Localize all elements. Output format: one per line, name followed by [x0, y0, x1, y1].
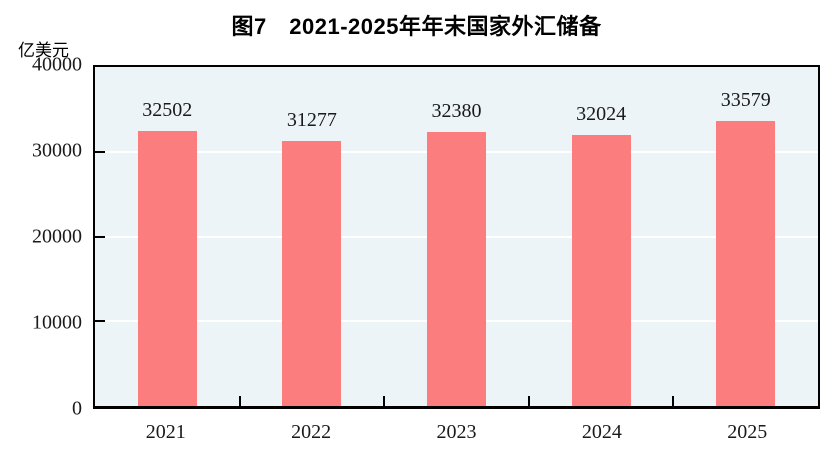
- bar-group: 33579: [716, 89, 776, 406]
- x-axis-category-label: 2024: [581, 421, 622, 443]
- bar-group: 32380: [427, 100, 486, 406]
- y-axis-tick-mark: [95, 150, 105, 153]
- bar-value-label: 33579: [720, 89, 771, 112]
- x-axis-tick-mark: [672, 396, 675, 406]
- bar: [571, 134, 631, 406]
- y-axis-tick-mark: [95, 320, 105, 323]
- y-axis-tick-label: 40000: [32, 53, 82, 76]
- x-axis-category-label: 2022: [291, 421, 332, 443]
- bar-group: 32024: [571, 103, 631, 406]
- x-axis: 2021 2022 2023 2024 2025: [93, 409, 820, 451]
- x-axis-category-label: 2025: [727, 421, 768, 443]
- x-axis-tick-mark: [527, 396, 530, 406]
- bar: [427, 131, 486, 406]
- x-axis-tick-mark: [383, 396, 386, 406]
- y-axis-tick-label: 20000: [32, 225, 82, 248]
- bar-value-label: 32024: [576, 102, 627, 125]
- bar-group: 32502: [137, 99, 197, 406]
- chart-title: 图7 2021-2025年年末国家外汇储备: [231, 14, 602, 39]
- plot-area: 32502 31277 32380 32024 33579: [93, 65, 820, 409]
- bar: [137, 130, 197, 406]
- bar: [282, 140, 342, 406]
- y-axis-unit-label: 亿美元: [18, 41, 69, 60]
- y-axis-tick-label: 0: [72, 397, 82, 420]
- bar: [716, 121, 776, 406]
- bar-value-label: 31277: [286, 108, 337, 131]
- y-axis-tick-label: 30000: [32, 139, 82, 162]
- x-axis-category-label: 2021: [145, 421, 186, 443]
- y-axis: 0 10000 20000 30000 40000: [0, 54, 86, 420]
- x-axis-tick-mark: [238, 396, 241, 406]
- y-axis-tick-label: 10000: [32, 311, 82, 334]
- bar-value-label: 32380: [431, 99, 482, 122]
- y-axis-tick-mark: [95, 235, 105, 238]
- bar-group: 31277: [282, 109, 342, 406]
- bar-value-label: 32502: [142, 98, 193, 121]
- x-axis-category-label: 2023: [436, 421, 477, 443]
